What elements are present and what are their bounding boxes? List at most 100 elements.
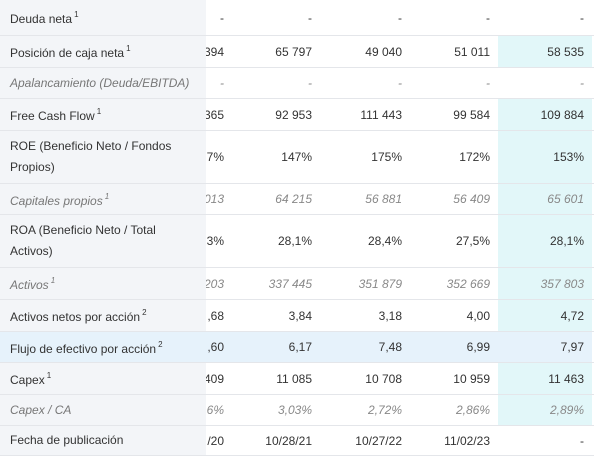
table-row: Fecha de publicación/20 10/28/21 10/27/22 1… [0, 426, 594, 456]
row-label: Capex 1 [0, 363, 206, 394]
value-cell: 10/27/22 [355, 433, 402, 448]
value-cell: 7,48 [320, 332, 410, 362]
value-cell: 10/28/21 [265, 433, 312, 448]
truncated-value-cell: 203 [206, 276, 224, 291]
footnote-marker: 2 [158, 339, 163, 349]
footnote-marker: 1 [50, 276, 56, 285]
truncated-value-cell: ,60 [206, 332, 230, 362]
value-cell: 111 443 [360, 107, 402, 122]
value-cell: 351 879 [358, 276, 402, 291]
truncated-value-cell: 7% [206, 150, 224, 164]
value-cell: - [486, 76, 490, 90]
row-label: Flujo de efectivo por acción 2 [0, 332, 206, 362]
value-cell: 27,5% [455, 234, 490, 248]
value-cell: - [498, 68, 592, 98]
value-cell: 3,03% [277, 403, 312, 417]
footnote-marker: 1 [46, 371, 52, 380]
value-cell: - [308, 10, 312, 25]
row-label-text: Posición de caja neta 1 [10, 44, 131, 60]
row-label: ROA (Beneficio Neto / Total Activos) [0, 215, 206, 267]
table-row: Apalancamiento (Deuda/EBITDA) - - - - - [0, 68, 594, 99]
value-cell: 3,18 [378, 308, 402, 323]
value-cell: 28,1% [277, 234, 312, 248]
table-row: ROA (Beneficio Neto / Total Activos) 3% 28… [0, 215, 594, 268]
value-cell: 92 953 [275, 107, 312, 122]
table-row: Capex / CA 6% 3,03% 2,72% 2,86% 2,89% [0, 395, 594, 426]
value-cell: 11 085 [276, 371, 312, 386]
row-label: Apalancamiento (Deuda/EBITDA) [0, 68, 206, 98]
row-label: Capex / CA [0, 395, 206, 425]
truncated-value-cell: 365 [206, 107, 224, 122]
value-cell: 58 535 [498, 36, 592, 67]
value-cell: 109 884 [498, 99, 592, 130]
footnote-marker: 1 [74, 10, 79, 19]
value-cell: 4,72 [498, 300, 592, 331]
row-label-text: Flujo de efectivo por acción 2 [10, 339, 163, 356]
table-row: Activos netos por acción 2 ,68 3,84 3,18 4,00… [0, 300, 594, 332]
value-cell: 49 040 [365, 44, 402, 59]
table-row: ROE (Beneficio Neto / Fondos Propios) 7% 1… [0, 131, 594, 184]
value-cell: 4,00 [466, 308, 490, 323]
row-label-text: Capitales propios 1 [10, 191, 110, 208]
truncated-value-cell: 394 [206, 44, 224, 59]
value-cell: 147% [281, 150, 312, 164]
value-cell: 357 803 [498, 268, 592, 299]
row-label-text: ROE (Beneficio Neto / Fondos Propios) [10, 139, 172, 174]
value-cell: 64 215 [275, 192, 312, 206]
value-cell: 51 011 [454, 44, 490, 59]
table-row: Capex 1 409 11 085 10 708 10 959 11 463 [0, 363, 594, 395]
value-cell: 6,17 [230, 332, 320, 362]
value-cell: - [486, 10, 490, 25]
value-cell: 2,86% [455, 403, 490, 417]
table-row: Deuda neta 1- - - - - [0, 0, 594, 36]
footnote-marker: 1 [126, 44, 131, 53]
row-label-text: Activos netos por acción 2 [10, 308, 147, 324]
row-label-text: Free Cash Flow 1 [10, 107, 102, 123]
value-cell: 7,97 [498, 332, 592, 362]
footnote-marker: 1 [104, 191, 110, 201]
truncated-value-cell: 3% [206, 234, 224, 248]
row-label-text: ROA (Beneficio Neto / Total Activos) [10, 223, 156, 258]
row-label-text: Deuda neta 1 [10, 10, 79, 26]
table-row: Posición de caja neta 1 394 65 797 49 040 51 … [0, 36, 594, 68]
footnote-marker: 1 [96, 107, 102, 116]
value-cell: 65 601 [498, 184, 592, 214]
value-cell: 6,99 [410, 332, 498, 362]
row-label-text: Capex 1 [10, 371, 52, 387]
table-row: Flujo de efectivo por acción 2 ,60 6,17 7,48… [0, 332, 594, 363]
row-label-text: Activos 1 [10, 276, 56, 292]
truncated-value-cell: 013 [206, 192, 224, 206]
row-label-text: Apalancamiento (Deuda/EBITDA) [10, 75, 190, 90]
row-label: Activos 1 [0, 268, 206, 299]
value-cell: 99 584 [453, 107, 490, 122]
value-cell: 56 881 [365, 192, 402, 206]
value-cell: 11/02/23 [444, 433, 490, 448]
value-cell: 2,72% [367, 403, 402, 417]
value-cell: - [498, 0, 592, 35]
value-cell: 11 463 [498, 363, 592, 394]
row-label-text: Fecha de publicación [10, 433, 124, 447]
value-cell: 172% [459, 150, 490, 164]
row-label: Fecha de publicación [0, 426, 206, 455]
value-cell: 10 708 [365, 371, 402, 386]
value-cell: 65 797 [275, 44, 312, 59]
row-label: Posición de caja neta 1 [0, 36, 206, 67]
table-row: Free Cash Flow 1 365 92 953 111 443 99 584 109… [0, 99, 594, 131]
value-cell: 3,84 [288, 308, 312, 323]
row-label: Free Cash Flow 1 [0, 99, 206, 130]
row-label: Capitales propios 1 [0, 184, 206, 214]
truncated-value-cell: - [220, 76, 224, 90]
value-cell: 153% [498, 131, 592, 183]
row-label-text: Capex / CA [10, 402, 72, 417]
row-label: Activos netos por acción 2 [0, 300, 206, 331]
value-cell: 28,1% [498, 215, 592, 267]
truncated-value-cell: 409 [206, 371, 224, 386]
value-cell: 10 959 [453, 371, 490, 386]
truncated-value-cell: - [220, 10, 224, 25]
value-cell: - [398, 76, 402, 90]
truncated-value-cell: 6% [206, 403, 224, 417]
footnote-marker: 2 [142, 308, 147, 317]
truncated-value-cell: ,68 [207, 308, 224, 323]
